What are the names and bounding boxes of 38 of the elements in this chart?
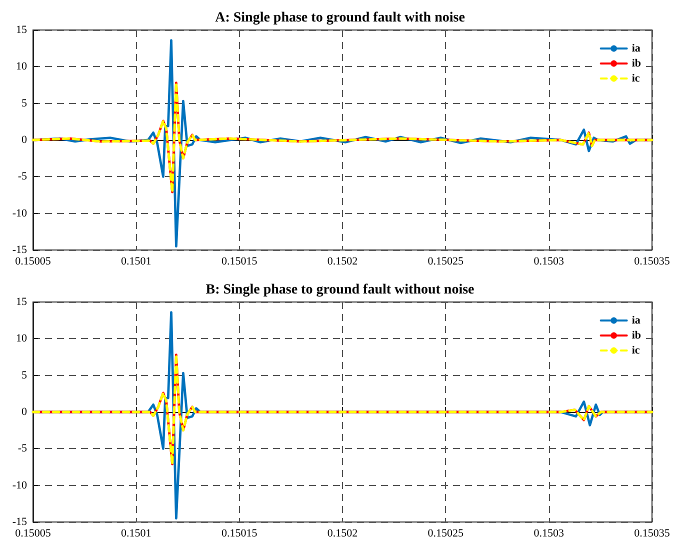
x-tick-label: 0.1503	[534, 256, 564, 268]
x-tick-label: 0.15015	[221, 528, 258, 540]
x-tick-label: 0.15015	[221, 256, 258, 268]
x-tick-label: 0.1502	[327, 256, 358, 268]
legend-label: ia	[632, 42, 641, 54]
x-tick-label: 0.15035	[634, 528, 670, 540]
chart-title: A: Single phase to ground fault with noise	[215, 10, 465, 26]
y-tick-label: 10	[16, 332, 28, 345]
legend-label: ib	[632, 330, 642, 342]
y-tick-label: 5	[22, 97, 28, 110]
line-series	[32, 354, 654, 466]
x-tick-label: 0.1501	[121, 256, 152, 268]
y-tick-label: 15	[16, 24, 28, 36]
x-tick-label: 0.15035	[634, 256, 670, 268]
y-tick-label: 0	[22, 134, 28, 146]
y-tick-label: 0	[22, 406, 28, 418]
x-tick-label: 0.15025	[428, 528, 464, 540]
x-tick-label: 0.1501	[121, 528, 152, 540]
y-tick-label: 10	[16, 60, 28, 73]
line-series	[32, 82, 654, 194]
x-tick-label: 0.1502	[327, 528, 358, 540]
y-tick-label: -10	[12, 479, 28, 492]
x-tick-label: 0.15025	[428, 256, 464, 268]
y-tick-label: 15	[16, 296, 28, 308]
x-tick-label: 0.1503	[534, 528, 564, 540]
y-tick-label: -5	[18, 170, 28, 183]
x-tick-label: 0.15005	[15, 256, 52, 268]
chart-title: B: Single phase to ground fault without noise	[206, 282, 474, 298]
y-tick-label: -5	[18, 442, 28, 455]
legend-label: ib	[632, 58, 642, 70]
y-tick-label: -15	[12, 516, 28, 528]
y-tick-label: -10	[12, 207, 28, 220]
legend-label: ic	[632, 344, 640, 356]
legend-label: ia	[632, 314, 641, 326]
x-tick-label: 0.15005	[15, 528, 52, 540]
y-tick-label: -15	[12, 244, 28, 256]
y-tick-label: 5	[22, 369, 28, 382]
legend-label: ic	[632, 72, 640, 84]
